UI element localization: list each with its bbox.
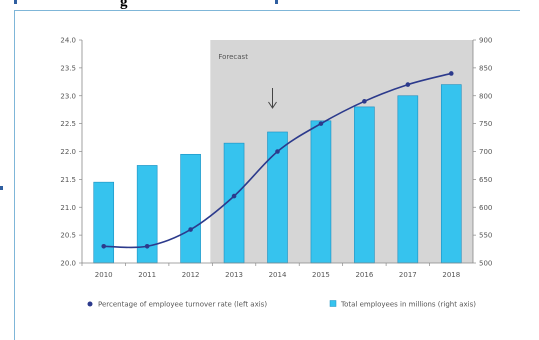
- right-tick-label: 550: [479, 232, 492, 240]
- turnover-point: [405, 82, 411, 87]
- bar: [354, 106, 375, 264]
- right-tick-label: 900: [479, 37, 492, 45]
- right-tick-label: 750: [479, 120, 492, 128]
- turnover-point: [144, 243, 150, 249]
- turnover-point: [448, 71, 454, 76]
- right-tick-label: 600: [479, 204, 492, 212]
- x-tick-label: 2016: [355, 271, 373, 279]
- forecast-label: Forecast: [218, 53, 248, 61]
- x-tick-label: 2011: [138, 271, 156, 279]
- legend-bar-marker: [329, 300, 337, 307]
- legend-line-label: Percentage of employee turnover rate (le…: [98, 301, 267, 309]
- selection-handle: [275, 0, 278, 4]
- turnover-point: [101, 243, 107, 249]
- x-tick-label: 2013: [225, 271, 243, 279]
- bar: [93, 181, 115, 264]
- turnover-point: [362, 99, 367, 104]
- x-tick-label: 2014: [269, 271, 287, 279]
- left-tick-label: 21.5: [60, 176, 76, 184]
- left-tick-label: 20.0: [60, 260, 76, 268]
- turnover-point: [188, 227, 193, 232]
- bar: [310, 120, 332, 264]
- bar: [440, 84, 462, 264]
- right-tick-label: 500: [479, 260, 492, 268]
- bar: [397, 95, 419, 264]
- x-tick-label: 2017: [399, 271, 417, 279]
- right-tick-label: 800: [479, 92, 492, 100]
- x-tick-label: 2010: [95, 271, 113, 279]
- right-tick-label: 650: [479, 176, 492, 184]
- x-tick-label: 2018: [442, 271, 460, 279]
- forecast-region: [210, 40, 474, 263]
- right-tick-label: 850: [479, 64, 492, 72]
- right-tick-label: 700: [479, 148, 492, 156]
- selection-handle: [0, 186, 3, 190]
- header-text: g: [120, 0, 128, 10]
- turnover-point: [275, 149, 280, 154]
- x-tick-label: 2015: [312, 271, 330, 279]
- bar: [180, 153, 201, 264]
- legend-bar-label: Total employees in millions (right axis): [340, 301, 476, 309]
- left-tick-label: 24.0: [60, 37, 76, 45]
- annotation-arrow-head: [268, 101, 277, 109]
- turnover-point: [318, 121, 324, 126]
- left-tick-label: 20.5: [60, 232, 76, 240]
- left-tick-label: 23.5: [60, 64, 76, 72]
- x-tick-label: 2012: [182, 271, 200, 279]
- left-tick-label: 23.0: [60, 92, 76, 100]
- selection-handle: [14, 0, 17, 4]
- left-tick-label: 22.5: [60, 120, 76, 128]
- left-tick-label: 22.0: [60, 148, 76, 156]
- turnover-point: [231, 193, 237, 199]
- left-tick-label: 21.0: [60, 204, 76, 212]
- legend-line-marker: [87, 301, 93, 307]
